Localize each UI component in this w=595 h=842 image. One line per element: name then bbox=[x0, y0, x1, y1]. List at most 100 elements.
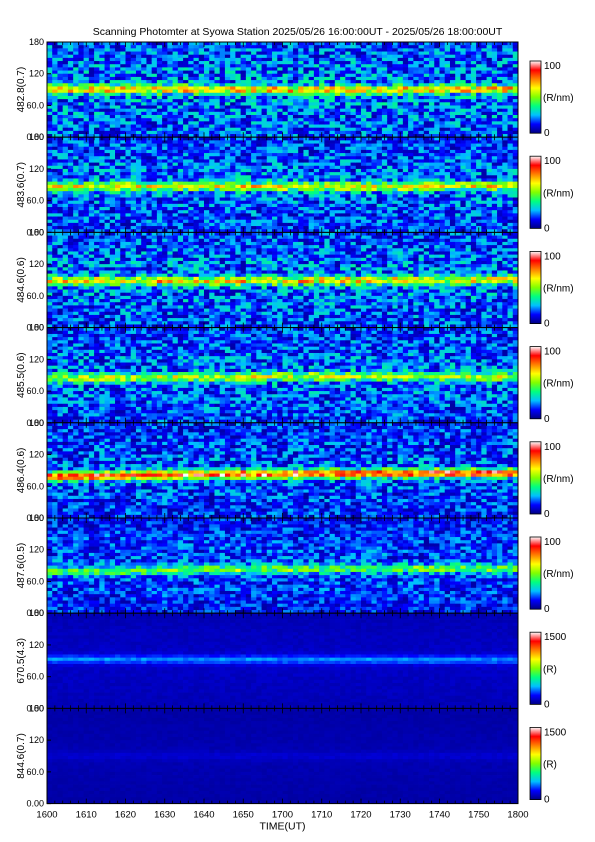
y-tick-label: 0.00 bbox=[26, 799, 44, 809]
y-tick-label: 0.00 bbox=[26, 513, 44, 523]
colorbar-min-label: 0 bbox=[544, 319, 550, 330]
y-tick-label: 120 bbox=[29, 450, 44, 460]
x-tick-label: 1740 bbox=[429, 810, 450, 821]
colorbar-unit: (R) bbox=[543, 664, 557, 675]
y-tick-label: 60.0 bbox=[26, 386, 44, 396]
y-tick-label: 0.00 bbox=[26, 703, 44, 713]
colorbar bbox=[529, 60, 542, 134]
y-tick-label: 180 bbox=[29, 418, 44, 428]
y-tick-label: 60.0 bbox=[26, 291, 44, 301]
y-tick-label: 0.00 bbox=[26, 323, 44, 333]
y-tick-label: 60.0 bbox=[26, 672, 44, 682]
y-tick-label: 180 bbox=[29, 703, 44, 713]
y-tick-label: 180 bbox=[29, 513, 44, 523]
y-tick-label: 120 bbox=[29, 545, 44, 555]
y-tick-label: 0.00 bbox=[26, 132, 44, 142]
x-tick-label: 1640 bbox=[193, 810, 214, 821]
colorbar-min-label: 0 bbox=[544, 128, 550, 139]
heatmap-image bbox=[47, 613, 519, 709]
colorbar-max-label: 100 bbox=[544, 61, 561, 72]
panel-ylabel: 485.5(0.6) bbox=[16, 352, 27, 398]
y-tick-label: 180 bbox=[29, 227, 44, 237]
x-tick-label: 1730 bbox=[390, 810, 411, 821]
colorbar-unit: (R/nm) bbox=[543, 379, 574, 390]
panel-3: 0.00 60.0 120 180 484.6(0.6) 100 0 (R/nm) bbox=[16, 227, 574, 332]
y-tick-label: 0.00 bbox=[26, 227, 44, 237]
colorbar-max-label: 100 bbox=[544, 156, 561, 167]
chart-title: Scanning Photomter at Syowa Station 2025… bbox=[0, 26, 595, 38]
x-tick-label: 1710 bbox=[311, 810, 332, 821]
y-tick-label: 120 bbox=[29, 640, 44, 650]
colorbar-max-label: 100 bbox=[544, 537, 561, 548]
y-tick-label: 60.0 bbox=[26, 481, 44, 491]
panel-ylabel: 482.8(0.7) bbox=[16, 67, 27, 113]
colorbar bbox=[529, 536, 542, 610]
colorbar-unit: (R/nm) bbox=[543, 188, 574, 199]
x-tick-label: 1720 bbox=[350, 810, 371, 821]
y-tick-label: 180 bbox=[29, 608, 44, 618]
colorbar-unit: (R) bbox=[543, 760, 557, 771]
x-tick-label: 1620 bbox=[115, 810, 136, 821]
colorbar-max-label: 1500 bbox=[544, 632, 567, 643]
heatmap-image bbox=[47, 518, 519, 614]
panel-6: 0.00 60.0 120 180 487.6(0.5) 100 0 (R/nm) bbox=[16, 513, 574, 618]
x-tick-label: 1750 bbox=[468, 810, 489, 821]
y-tick-label: 60.0 bbox=[26, 767, 44, 777]
colorbar-min-label: 0 bbox=[544, 604, 550, 615]
heatmap-image bbox=[47, 422, 519, 519]
panel-ylabel: 484.6(0.6) bbox=[16, 257, 27, 303]
heatmap-image bbox=[47, 708, 519, 804]
colorbar-min-label: 0 bbox=[544, 223, 550, 234]
panel-7: 0.00 60.0 120 180 670.5(4.3) 1500 0 (R) bbox=[16, 608, 567, 713]
colorbar-min-label: 0 bbox=[544, 414, 550, 425]
y-tick-label: 120 bbox=[29, 69, 44, 79]
panel-ylabel: 844.6(0.7) bbox=[16, 733, 27, 779]
x-tick-label: 1610 bbox=[76, 810, 97, 821]
colorbar bbox=[529, 727, 542, 801]
panel-5: 0.00 60.0 120 180 486.4(0.6) 100 0 (R/nm) bbox=[16, 418, 574, 523]
y-tick-label: 120 bbox=[29, 164, 44, 174]
y-tick-label: 0.00 bbox=[26, 608, 44, 618]
x-tick-label: 1700 bbox=[272, 810, 293, 821]
x-tick-label: 1650 bbox=[233, 810, 254, 821]
panel-ylabel: 670.5(4.3) bbox=[16, 638, 27, 684]
heatmap-image bbox=[47, 327, 519, 424]
colorbar bbox=[529, 250, 542, 324]
panel-2: 0.00 60.0 120 180 483.6(0.7) 100 0 (R/nm) bbox=[16, 132, 574, 237]
panel-8: 0.00 60.0 120 180 844.6(0.7) 1500 0 (R) bbox=[16, 703, 567, 808]
colorbar-max-label: 100 bbox=[544, 442, 561, 453]
colorbar-max-label: 100 bbox=[544, 251, 561, 262]
y-tick-label: 180 bbox=[29, 323, 44, 333]
colorbar-min-label: 0 bbox=[544, 509, 550, 520]
colorbar bbox=[529, 631, 542, 705]
panel-ylabel: 483.6(0.7) bbox=[16, 162, 27, 208]
y-tick-label: 60.0 bbox=[26, 196, 44, 206]
colorbar bbox=[529, 346, 542, 420]
y-tick-label: 60.0 bbox=[26, 576, 44, 586]
y-tick-label: 60.0 bbox=[26, 100, 44, 110]
x-tick-label: 1630 bbox=[154, 810, 175, 821]
colorbar-unit: (R/nm) bbox=[543, 569, 574, 580]
y-tick-label: 0.00 bbox=[26, 418, 44, 428]
panel-4: 0.00 60.0 120 180 485.5(0.6) 100 0 (R/nm) bbox=[16, 323, 574, 428]
colorbar-max-label: 100 bbox=[544, 347, 561, 358]
x-tick-label: 1600 bbox=[36, 810, 57, 821]
colorbar bbox=[529, 155, 542, 229]
colorbar-min-label: 0 bbox=[544, 699, 550, 710]
panel-ylabel: 487.6(0.5) bbox=[16, 543, 27, 589]
panel-1: 0.00 60.0 120 180 482.8(0.7) 100 0 (R/nm) bbox=[16, 37, 574, 142]
colorbar-unit: (R/nm) bbox=[543, 474, 574, 485]
colorbar-unit: (R/nm) bbox=[543, 284, 574, 295]
y-tick-label: 180 bbox=[29, 37, 44, 47]
colorbar-max-label: 1500 bbox=[544, 727, 567, 738]
x-axis-label: TIME(UT) bbox=[259, 821, 305, 833]
colorbar-min-label: 0 bbox=[544, 795, 550, 806]
heatmap-image bbox=[47, 137, 519, 233]
y-tick-label: 180 bbox=[29, 132, 44, 142]
heatmap-image bbox=[47, 232, 519, 328]
y-tick-label: 120 bbox=[29, 735, 44, 745]
y-tick-label: 120 bbox=[29, 354, 44, 364]
x-tick-label: 1800 bbox=[507, 810, 528, 821]
y-tick-label: 120 bbox=[29, 259, 44, 269]
